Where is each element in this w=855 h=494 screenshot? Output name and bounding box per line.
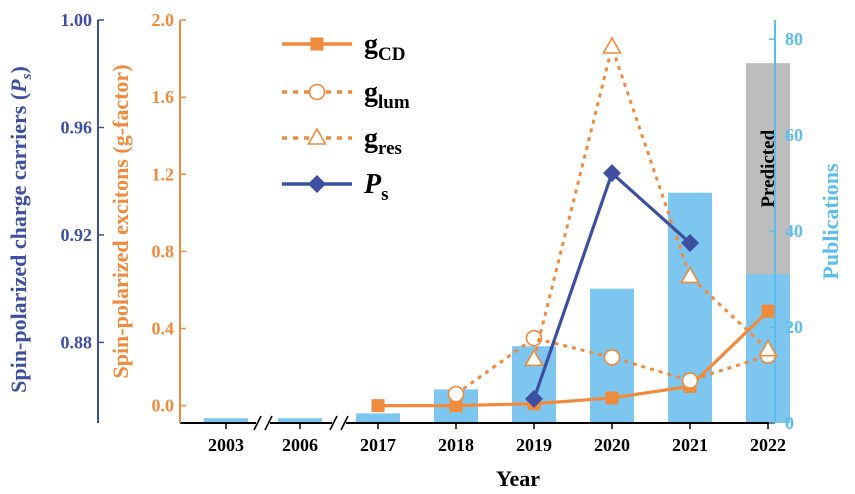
legend-label: glum bbox=[364, 77, 410, 113]
data-point-glum bbox=[449, 387, 464, 402]
data-point-gCD bbox=[606, 391, 619, 404]
g-tick-label: 2.0 bbox=[152, 10, 175, 30]
x-tick-label: 2022 bbox=[750, 435, 786, 455]
bar-layer: Predicted bbox=[204, 63, 790, 423]
pub-tick-label: 40 bbox=[785, 221, 803, 241]
pub-tick-label: 80 bbox=[785, 29, 803, 49]
legend: gCD glum gres Ps bbox=[282, 29, 410, 205]
ps-tick-label: 0.92 bbox=[61, 225, 93, 245]
x-tick-label: 2003 bbox=[208, 435, 244, 455]
legend-label: Ps bbox=[363, 169, 389, 205]
ps-tick-label: 0.96 bbox=[61, 117, 93, 137]
x-tick-label: 2019 bbox=[516, 435, 552, 455]
publication-bar bbox=[356, 413, 400, 423]
x-tick-label: 2021 bbox=[672, 435, 708, 455]
legend-label: gCD bbox=[364, 29, 405, 65]
g-tick-label: 0.8 bbox=[152, 241, 175, 261]
legend-marker bbox=[309, 129, 326, 144]
g-axis-title: Spin-polarized excitons (g-factor) bbox=[108, 64, 133, 378]
data-point-gCD bbox=[762, 305, 775, 318]
pub-axis-title: Publications bbox=[818, 163, 843, 280]
g-tick-label: 0.0 bbox=[152, 396, 175, 416]
g-tick-label: 0.4 bbox=[152, 319, 175, 339]
pub-tick-label: 0 bbox=[785, 413, 794, 433]
data-point-glum bbox=[605, 350, 620, 365]
x-tick-label: 2020 bbox=[594, 435, 630, 455]
x-tick-label: 2017 bbox=[360, 435, 396, 455]
lines-layer bbox=[372, 38, 777, 412]
legend-marker bbox=[310, 85, 325, 100]
x-axis-title: Year bbox=[496, 466, 540, 491]
g-tick-label: 1.6 bbox=[152, 87, 175, 107]
ps-tick-label: 0.88 bbox=[61, 332, 93, 352]
series-line-gres bbox=[534, 47, 768, 359]
pub-tick-label: 60 bbox=[785, 125, 803, 145]
g-tick-label: 1.2 bbox=[152, 164, 175, 184]
legend-marker bbox=[311, 38, 324, 51]
data-point-gres bbox=[604, 38, 621, 53]
ps-axis-title: Spin-polarized charge carriers (Ps) bbox=[6, 66, 35, 393]
x-tick-label: 2006 bbox=[282, 435, 318, 455]
pub-tick-label: 20 bbox=[785, 317, 803, 337]
x-tick-label: 2018 bbox=[438, 435, 474, 455]
data-point-glum bbox=[683, 373, 698, 388]
ps-tick-label: 1.00 bbox=[61, 10, 93, 30]
data-point-gCD bbox=[372, 399, 385, 412]
axes-layer: 2003 2006 2017 2018 2019 2020 2021 2022 0.0 0.4 0.… bbox=[6, 10, 843, 455]
legend-marker bbox=[308, 175, 326, 193]
legend-label: gres bbox=[364, 123, 402, 159]
